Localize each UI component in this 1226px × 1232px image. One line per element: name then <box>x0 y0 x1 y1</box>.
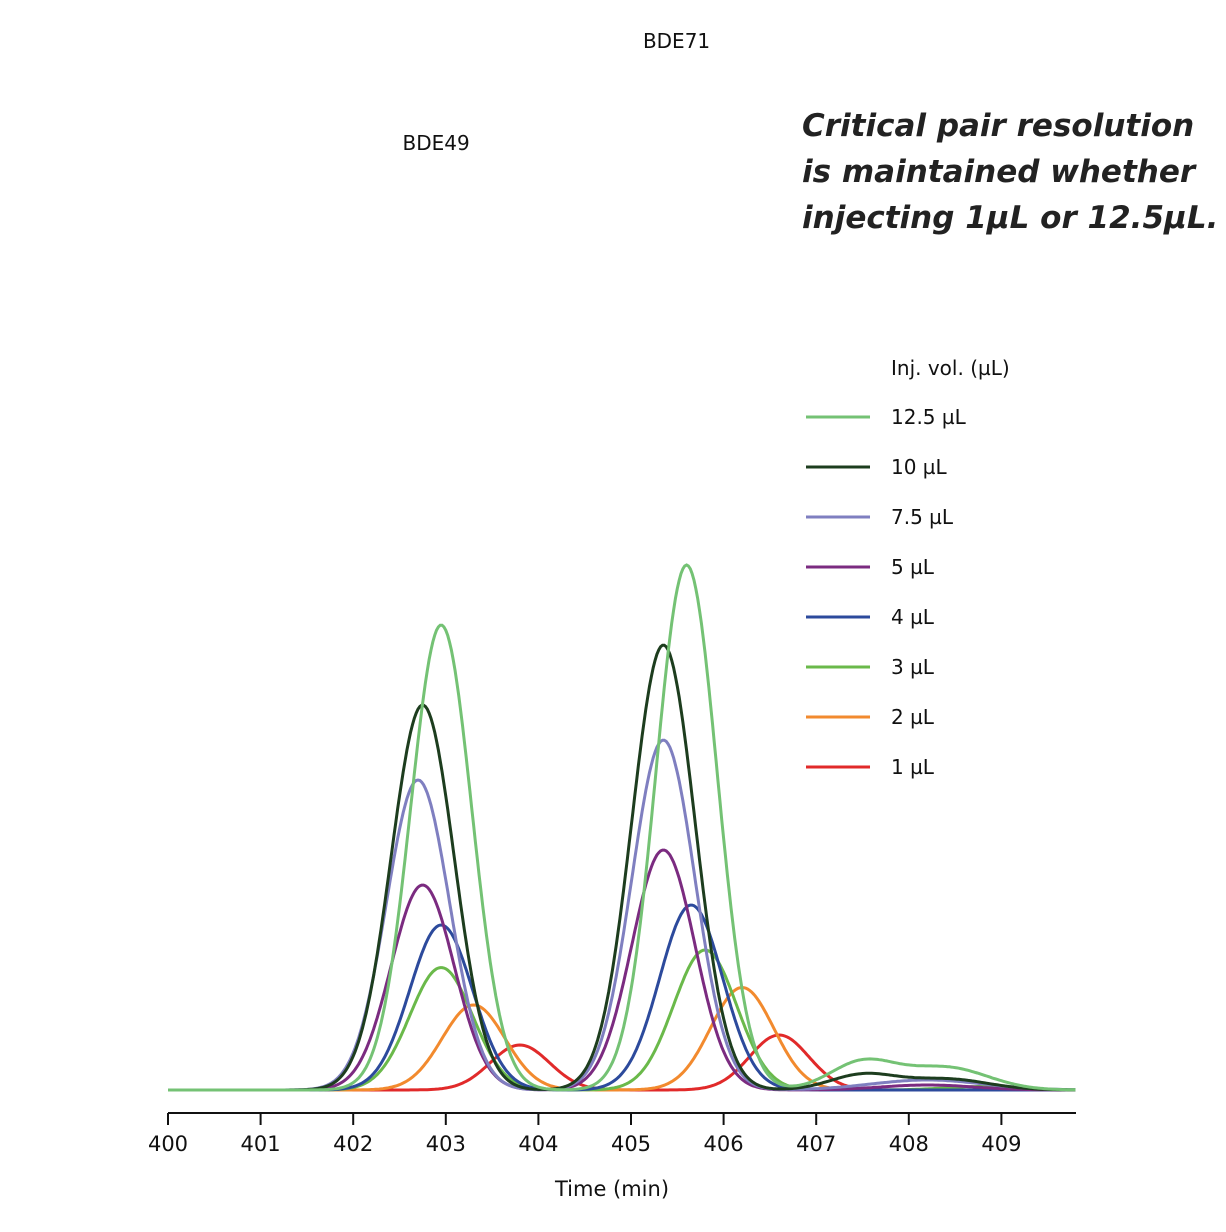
x-tick-label: 402 <box>333 1132 373 1156</box>
x-tick-label: 404 <box>518 1132 558 1156</box>
note-line-3: injecting 1µL or 12.5µL. <box>802 200 1218 236</box>
series-line <box>168 643 1076 1092</box>
note-text: Critical pair resolution is maintained w… <box>802 108 1218 236</box>
legend-title: Inj. vol. (µL) <box>891 356 1010 380</box>
series-line <box>168 903 1076 1092</box>
x-tick-label: 408 <box>889 1132 929 1156</box>
peak-label-bde71: BDE71 <box>643 29 710 53</box>
legend-label: 4 µL <box>891 605 935 629</box>
legend-label: 10 µL <box>891 455 948 479</box>
legend-label: 1 µL <box>891 755 935 779</box>
x-tick-label: 401 <box>241 1132 281 1156</box>
x-tick-label: 409 <box>981 1132 1021 1156</box>
x-axis-ticks: 400 401 402 403 404 405 406 407 408 409 <box>148 1113 1021 1156</box>
peak-label-bde49: BDE49 <box>403 131 470 155</box>
x-axis-title: Time (min) <box>554 1177 669 1201</box>
legend-label: 7.5 µL <box>891 505 954 529</box>
legend: Inj. vol. (µL) 12.5 µL 10 µL 7.5 µL 5 µL 4 µ… <box>806 356 1010 779</box>
series-line <box>168 948 1076 1092</box>
legend-label: 2 µL <box>891 705 935 729</box>
x-tick-label: 400 <box>148 1132 188 1156</box>
x-tick-label: 405 <box>611 1132 651 1156</box>
series-line <box>168 563 1076 1092</box>
series-line <box>168 848 1076 1092</box>
x-tick-label: 406 <box>704 1132 744 1156</box>
x-tick-label: 403 <box>426 1132 466 1156</box>
legend-label: 12.5 µL <box>891 405 967 429</box>
legend-label: 5 µL <box>891 555 935 579</box>
x-tick-label: 407 <box>796 1132 836 1156</box>
note-line-1: Critical pair resolution <box>802 108 1194 144</box>
note-line-2: is maintained whether <box>802 154 1197 190</box>
legend-label: 3 µL <box>891 655 935 679</box>
series-lines <box>168 563 1076 1092</box>
